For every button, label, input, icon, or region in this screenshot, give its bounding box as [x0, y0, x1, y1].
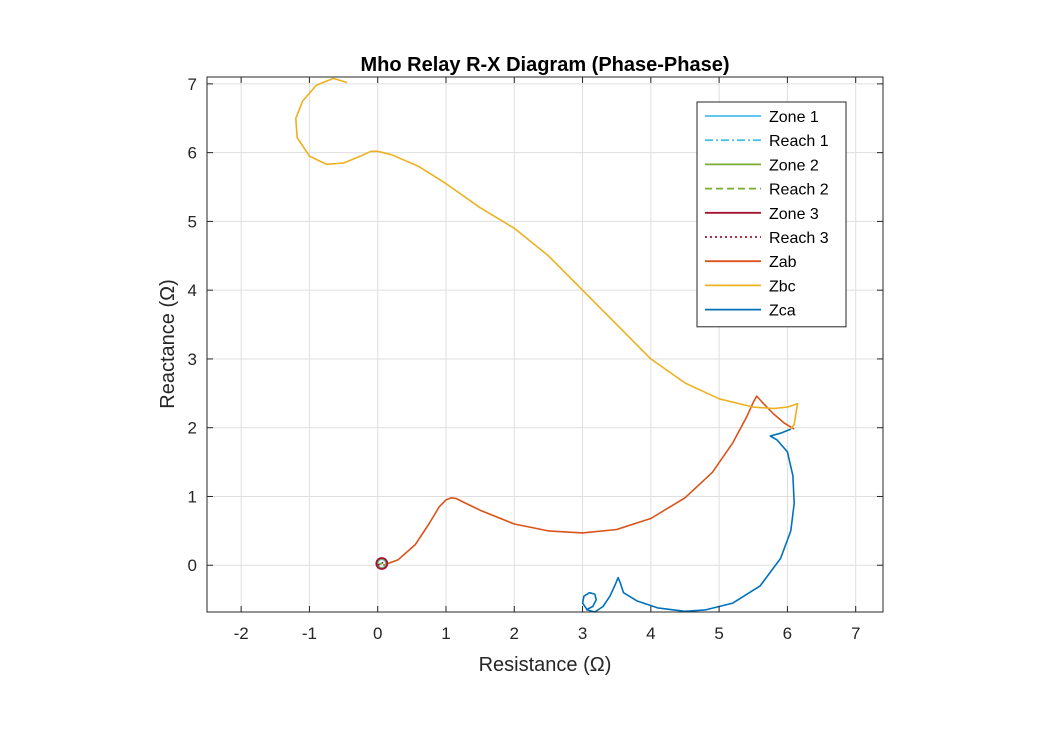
series-layer	[294, 77, 799, 613]
y-tick-label: 7	[188, 75, 197, 94]
y-tick-label: 2	[188, 419, 197, 438]
y-tick-label: 5	[188, 212, 197, 231]
y-axis-label: Reactance (Ω)	[157, 279, 179, 408]
x-tick-label: -1	[302, 624, 317, 643]
y-tick-label: 0	[188, 556, 197, 575]
y-tick-label: 6	[188, 144, 197, 163]
series-reach-3	[377, 561, 384, 566]
x-axis-label: Resistance (Ω)	[479, 654, 612, 676]
series-zab	[382, 395, 795, 566]
chart-title: Mho Relay R-X Diagram (Phase-Phase)	[361, 54, 730, 76]
legend-label: Zone 3	[769, 206, 819, 223]
x-tick-label: 6	[783, 624, 792, 643]
y-tick-label: 1	[188, 487, 197, 506]
legend-label: Reach 1	[769, 133, 829, 150]
y-tick-label: 4	[188, 281, 197, 300]
legend-label: Zone 2	[769, 157, 819, 174]
x-tick-label: 0	[373, 624, 382, 643]
x-tick-label: 1	[441, 624, 450, 643]
legend: Zone 1 Reach 1 Zone 2 Reach 2 Zone 3 Reach 3 Z…	[696, 101, 847, 328]
legend-label: Zone 1	[769, 109, 819, 126]
series-zbc	[294, 77, 799, 430]
series-zca	[581, 428, 796, 613]
x-tick-label: 2	[510, 624, 519, 643]
x-tick-label: 7	[851, 624, 860, 643]
series-zone-3	[375, 557, 389, 570]
legend-label: Reach 2	[769, 182, 829, 199]
legend-label: Zbc	[769, 278, 796, 295]
x-tick-label: 5	[714, 624, 723, 643]
x-tick-label: 4	[646, 624, 655, 643]
legend-label: Zca	[769, 303, 796, 320]
x-tick-label: 3	[578, 624, 587, 643]
axis-ticks: -2 -1 0 1 2 3 4 5 6 7 0 1 2 3 4 5 6 7	[188, 75, 883, 643]
x-tick-label: -2	[234, 624, 249, 643]
y-tick-label: 3	[188, 350, 197, 369]
legend-label: Zab	[769, 254, 797, 271]
plot-border	[206, 76, 884, 613]
legend-label: Reach 3	[769, 230, 829, 247]
